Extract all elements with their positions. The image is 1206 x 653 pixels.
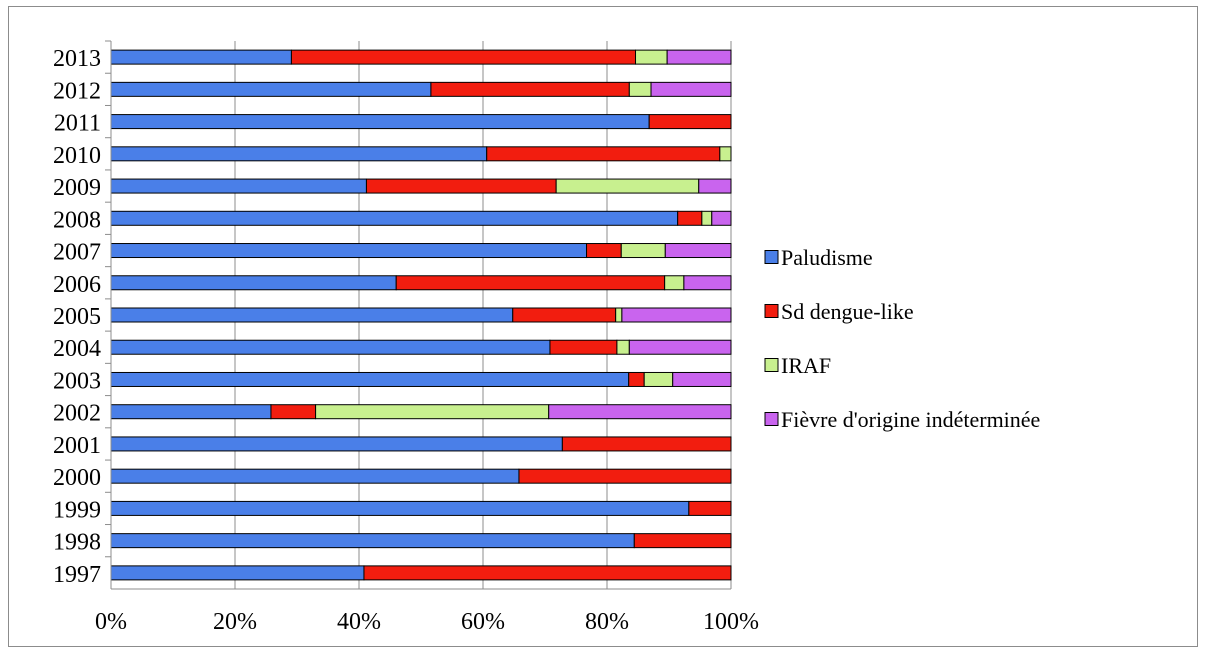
y-tick-label: 2008	[53, 207, 101, 233]
bar-segment	[110, 146, 488, 162]
legend-label: Sd dengue-like	[781, 299, 914, 324]
bar-segment	[664, 275, 685, 291]
bar-segment	[701, 210, 713, 226]
bar-segment	[620, 243, 666, 259]
bar-segment	[110, 371, 630, 387]
x-tick-label: 80%	[585, 609, 629, 635]
bar-segment	[628, 339, 732, 355]
chart-frame: 0% 20% 40% 60% 80% 100% 1997 1998 1999 2000 2001 20…	[8, 6, 1198, 647]
y-tick-label: 2010	[53, 143, 101, 169]
bar-segment	[586, 243, 622, 259]
bar-segment	[110, 114, 650, 130]
y-tick-label: 2013	[53, 46, 101, 72]
legend-label: Paludisme	[781, 245, 873, 270]
bar-segment	[698, 178, 732, 194]
x-tick-label: 0%	[95, 609, 127, 635]
legend-label: Fièvre d'origine indéterminée	[781, 407, 1040, 432]
bar-segment	[110, 404, 272, 420]
bar-segment	[621, 307, 732, 323]
axes	[105, 40, 731, 590]
bar-segment	[395, 275, 666, 291]
bar-segment	[486, 146, 721, 162]
bar-segment	[110, 307, 514, 323]
bar-segment	[110, 500, 690, 516]
legend-swatch	[764, 304, 779, 318]
legend-swatch	[764, 250, 779, 264]
bar-segment	[110, 49, 292, 65]
bar-segment	[615, 307, 623, 323]
bar-segment	[719, 146, 732, 162]
bar-segment	[270, 404, 317, 420]
bar-segment	[666, 49, 732, 65]
bar-segment	[549, 339, 618, 355]
bar-segment	[290, 49, 637, 65]
legend-swatch	[764, 412, 779, 426]
y-tick-label: 1998	[53, 530, 101, 556]
bar-segment	[628, 371, 645, 387]
bar-segment	[628, 81, 652, 97]
bar-segment	[110, 533, 635, 549]
y-tick-label: 2002	[53, 401, 101, 427]
bar-segment	[110, 339, 551, 355]
bar-segment	[643, 371, 674, 387]
bar-segment	[688, 500, 732, 516]
bar-segment	[518, 468, 732, 484]
bar-segment	[110, 243, 588, 259]
bars	[110, 49, 732, 581]
legend: Paludisme Sd dengue-like IRAF Fièvre d'orig…	[764, 245, 1040, 432]
bar-segment	[633, 533, 732, 549]
tick-labels: 0% 20% 40% 60% 80% 100% 1997 1998 1999 2000 2001 20…	[53, 46, 759, 635]
bar-segment	[635, 49, 668, 65]
bar-segment	[430, 81, 630, 97]
bar-segment	[677, 210, 703, 226]
bar-segment	[672, 371, 732, 387]
bar-segment	[110, 565, 365, 581]
bar-segment	[110, 436, 563, 452]
bar-segment	[683, 275, 732, 291]
y-tick-label: 2007	[53, 240, 101, 266]
bar-segment	[616, 339, 630, 355]
bar-segment	[110, 210, 679, 226]
y-tick-label: 2012	[53, 78, 101, 104]
y-tick-label: 2005	[53, 304, 101, 330]
bar-segment	[110, 468, 520, 484]
y-tick-label: 2006	[53, 272, 101, 298]
bar-segment	[548, 404, 732, 420]
bar-segment	[512, 307, 617, 323]
bar-segment	[365, 178, 557, 194]
bar-segment	[315, 404, 550, 420]
stacked-bar-chart: 0% 20% 40% 60% 80% 100% 1997 1998 1999 2000 2001 20…	[53, 40, 1040, 635]
x-tick-label: 20%	[213, 609, 257, 635]
x-tick-label: 100%	[703, 609, 759, 635]
bar-segment	[561, 436, 732, 452]
x-tick-label: 60%	[461, 609, 505, 635]
bar-segment	[648, 114, 732, 130]
bar-segment	[555, 178, 700, 194]
bar-segment	[664, 243, 732, 259]
bar-segment	[110, 275, 397, 291]
bar-segment	[110, 81, 432, 97]
y-tick-label: 2011	[54, 111, 101, 137]
y-tick-label: 2009	[53, 175, 101, 201]
bar-segment	[110, 178, 367, 194]
y-tick-label: 1997	[53, 562, 101, 588]
x-tick-label: 40%	[337, 609, 381, 635]
bar-segment	[363, 565, 732, 581]
y-tick-label: 2004	[53, 336, 101, 362]
y-tick-label: 2000	[53, 465, 101, 491]
y-tick-label: 2003	[53, 368, 101, 394]
legend-swatch	[764, 358, 779, 372]
bar-segment	[650, 81, 732, 97]
y-tick-label: 1999	[53, 497, 101, 523]
legend-label: IRAF	[781, 353, 831, 378]
y-tick-label: 2001	[53, 433, 101, 459]
bar-segment	[711, 210, 732, 226]
